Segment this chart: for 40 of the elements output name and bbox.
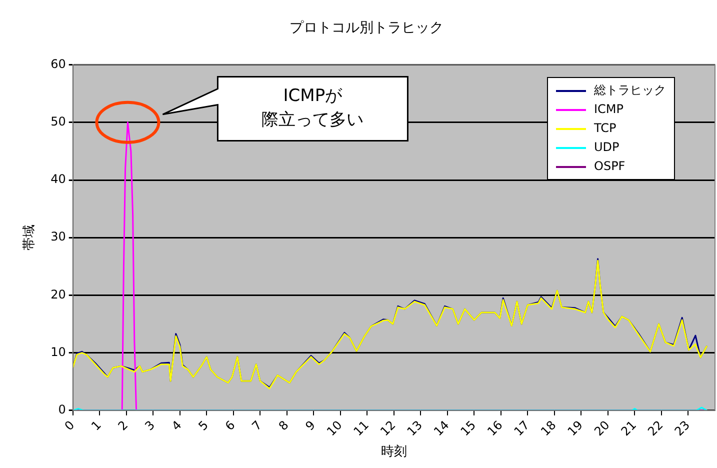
x-tick-label: 23 [672, 418, 693, 439]
x-tick-label: 17 [511, 418, 532, 439]
x-tick-label: 15 [458, 418, 479, 439]
y-tick-label: 0 [58, 402, 66, 417]
legend-label: OSPF [593, 158, 626, 175]
x-tick-label: 11 [350, 418, 372, 439]
x-tick-label: 9 [302, 418, 318, 434]
y-tick-label: 30 [50, 230, 66, 244]
y-tick-label: 20 [50, 287, 66, 302]
x-tick-label: 8 [276, 418, 292, 434]
x-tick-label: 12 [378, 418, 398, 439]
annotation: ICMPが際立って多い [260, 84, 365, 132]
x-tick-label: 5 [196, 418, 211, 434]
x-tick-label: 19 [564, 418, 586, 439]
x-tick-label: 2 [115, 418, 131, 434]
x-tick-label: 7 [249, 418, 264, 434]
legend-label: ICMP [593, 100, 625, 118]
x-tick-label: 10 [324, 418, 345, 439]
x-tick-label: 4 [168, 418, 184, 434]
x-tick-label: 1 [88, 418, 104, 434]
y-tick-label: 60 [50, 56, 66, 71]
x-tick-label: 0 [62, 418, 78, 434]
x-tick-label: 18 [538, 418, 559, 439]
x-tick-label: 16 [484, 418, 506, 439]
x-tick-label: 13 [404, 418, 426, 439]
legend-label: TCP [593, 120, 618, 137]
legend-label: UDP [593, 138, 620, 156]
y-axis-title: 帯域 [22, 224, 38, 251]
x-tick-label: 3 [142, 418, 158, 434]
x-tick-label: 20 [592, 418, 612, 439]
x-axis-title: 時刻 [380, 444, 407, 460]
x-tick-label: 22 [645, 418, 666, 439]
y-tick-label: 50 [50, 114, 66, 129]
chart-title: プロトコル別トラヒック [290, 20, 444, 36]
x-tick-label: 21 [618, 418, 640, 439]
y-tick-label: 10 [50, 344, 66, 359]
x-tick-label: 14 [431, 418, 452, 439]
legend-label: 総トラヒック [593, 82, 666, 99]
y-tick-label: 40 [50, 172, 66, 186]
x-tick-label: 6 [222, 418, 238, 434]
